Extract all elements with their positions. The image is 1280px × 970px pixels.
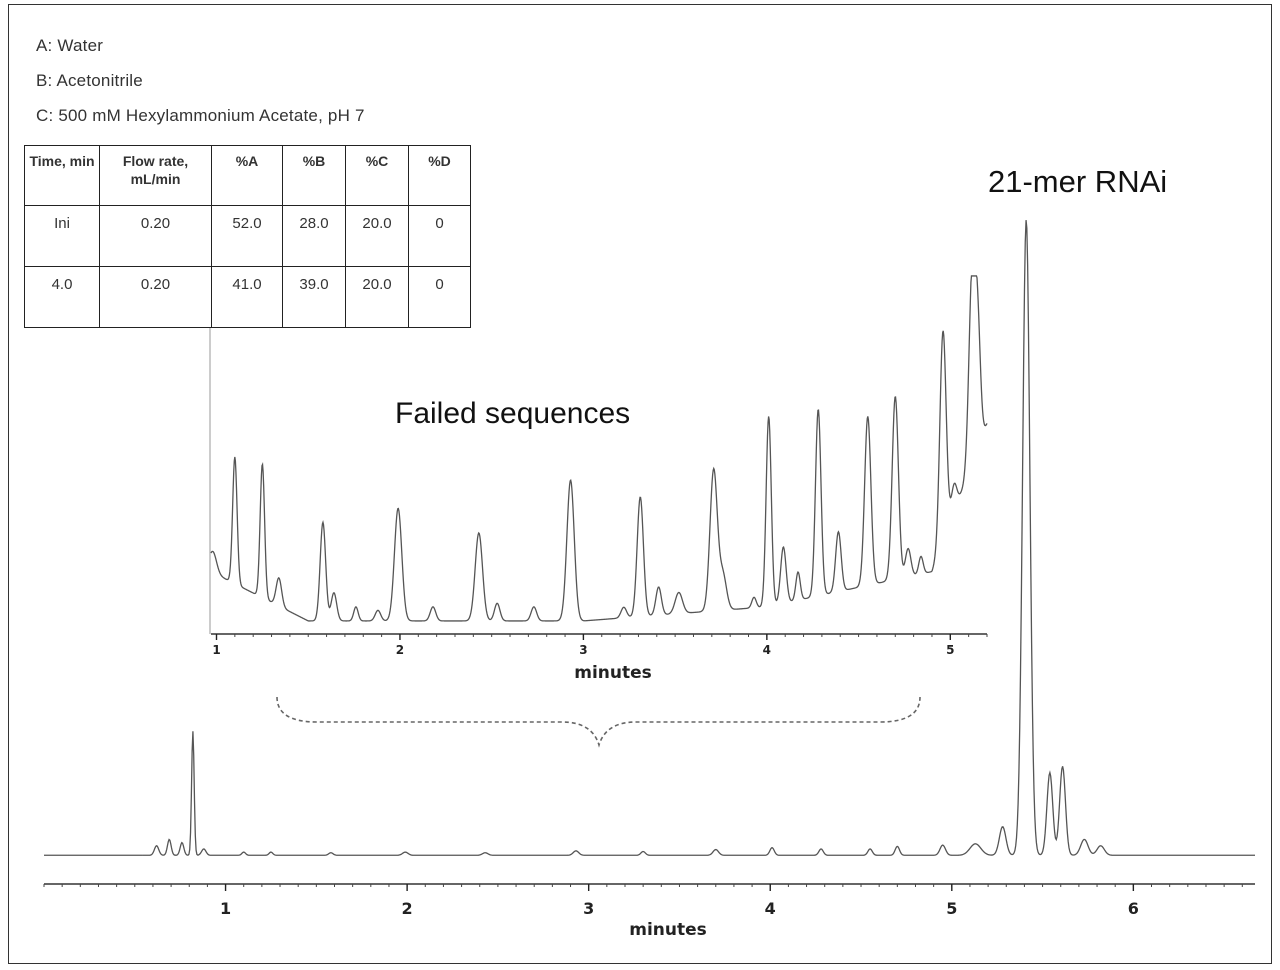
- table-cell: 39.0: [282, 266, 346, 328]
- table-cell: 41.0: [211, 266, 283, 328]
- table-cell: 0: [408, 205, 471, 267]
- inset-tick-label: 2: [396, 643, 404, 657]
- table-row: Ini 0.20 52.0 28.0 20.0 0: [24, 205, 471, 267]
- main-chart: 1 2 3 4 5 6 minutes: [43, 220, 1255, 940]
- table-cell: 0: [408, 266, 471, 328]
- main-x-axis-label: minutes: [629, 920, 707, 940]
- legend-solvent-b: B: Acetonitrile: [36, 71, 143, 90]
- header-flow-rate-label: Flow rate, mL/min: [122, 153, 189, 187]
- header-percent-d: %D: [408, 145, 471, 206]
- table-cell: 20.0: [345, 266, 409, 328]
- main-peak-label: 21-mer RNAi: [988, 164, 1167, 199]
- table-cell: 0.20: [99, 205, 212, 267]
- header-flow-rate: Flow rate, mL/min: [99, 145, 212, 206]
- inset-tick-label: 1: [212, 643, 220, 657]
- main-tick-label: 4: [765, 899, 776, 918]
- table-row: 4.0 0.20 41.0 39.0 20.0 0: [24, 266, 471, 328]
- header-percent-a-label: %A: [235, 153, 259, 169]
- gradient-table: Time, min Flow rate, mL/min %A %B %C %D …: [24, 145, 471, 328]
- header-percent-d-label: %D: [428, 153, 451, 169]
- main-tick-label: 3: [583, 899, 594, 918]
- table-cell: 0.20: [99, 266, 212, 328]
- inset-x-axis-label: minutes: [574, 663, 652, 683]
- gradient-table-header-row: Time, min Flow rate, mL/min %A %B %C %D: [24, 145, 471, 206]
- table-cell: 20.0: [345, 205, 409, 267]
- main-tick-label: 2: [402, 899, 413, 918]
- main-trace-line: [142, 220, 1255, 856]
- main-tick-label: 5: [946, 899, 957, 918]
- header-percent-b-label: %B: [302, 153, 326, 169]
- header-percent-a: %A: [211, 145, 283, 206]
- legend-solvent-a: A: Water: [36, 36, 104, 55]
- table-cell: 52.0: [211, 205, 283, 267]
- main-tick-label: 6: [1128, 899, 1139, 918]
- header-percent-c-label: %C: [365, 153, 389, 169]
- failed-sequences-brace: [276, 696, 921, 748]
- table-cell: Ini: [24, 205, 100, 267]
- table-cell: 28.0: [282, 205, 346, 267]
- header-time: Time, min: [24, 145, 100, 206]
- legend-solvent-c: C: 500 mM Hexylammonium Acetate, pH 7: [36, 106, 365, 125]
- inset-tick-label: 5: [946, 643, 954, 657]
- header-time-label: Time, min: [29, 153, 95, 169]
- inset-chart: 1 2 3 4 5 minutes: [210, 275, 988, 683]
- inset-tick-label: 3: [579, 643, 587, 657]
- header-percent-b: %B: [282, 145, 346, 206]
- inset-trace-line: [210, 275, 988, 622]
- inset-tick-label: 4: [763, 643, 771, 657]
- table-cell: 4.0: [24, 266, 100, 328]
- header-percent-c: %C: [345, 145, 409, 206]
- inset-label: Failed sequences: [395, 397, 630, 430]
- main-tick-label: 1: [220, 899, 231, 918]
